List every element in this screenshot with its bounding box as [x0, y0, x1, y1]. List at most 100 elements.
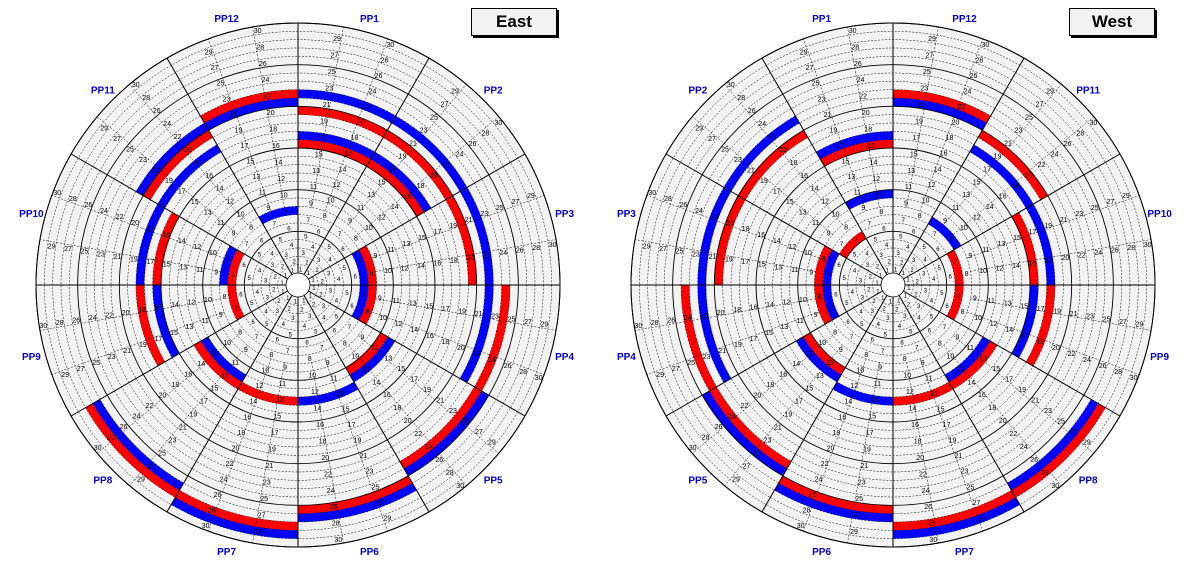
ring-number: 15 — [786, 199, 794, 206]
ring-number: 20 — [131, 220, 139, 227]
ring-number: 3 — [308, 314, 312, 320]
ring-number: 8 — [354, 236, 358, 243]
ring-number: 30 — [494, 120, 502, 127]
ring-number: 22 — [324, 471, 332, 478]
ring-number: 10 — [960, 225, 968, 232]
ring-number: 1 — [311, 278, 315, 284]
subsector-line — [646, 195, 820, 259]
ring-number: 19 — [449, 223, 457, 230]
ring-number: 1 — [309, 294, 313, 300]
ring-number: 1 — [286, 296, 290, 302]
ring-number: 28 — [976, 57, 984, 64]
ring-number: 24 — [684, 315, 692, 322]
ring-number: 27 — [743, 463, 751, 470]
ring-number: 19 — [725, 257, 733, 264]
ring-number: 17 — [178, 188, 186, 195]
ring-number: 2 — [867, 287, 871, 293]
ring-number: 15 — [868, 414, 876, 421]
ring-number: 3 — [886, 316, 890, 322]
highlight-cell-blue — [816, 131, 893, 160]
ring-number: 9 — [219, 312, 223, 319]
highlight-cell-red — [714, 195, 746, 285]
highlight-cell-blue — [204, 98, 298, 131]
ring-number: 24 — [922, 488, 930, 495]
ring-number: 16 — [272, 143, 280, 150]
ring-number: 20 — [726, 220, 734, 227]
ring-number: 22 — [1038, 162, 1046, 169]
ring-number: 21 — [179, 425, 187, 432]
ring-number: 30 — [1051, 483, 1059, 490]
ring-number: 13 — [979, 356, 987, 363]
pp-label: PP11 — [1076, 85, 1100, 96]
ring-number: 18 — [147, 226, 155, 233]
ring-number: 24 — [133, 413, 141, 420]
ring-number: 2 — [312, 303, 316, 309]
highlight-cell-red — [445, 195, 477, 285]
ring-number: 20 — [267, 110, 275, 117]
ring-number: 22 — [859, 94, 867, 101]
ring-number: 2 — [272, 287, 276, 293]
ring-number: 9 — [326, 360, 330, 367]
ring-number: 2 — [887, 259, 891, 265]
ring-number: 27 — [1106, 199, 1114, 206]
ring-number: 10 — [856, 368, 864, 375]
ring-number: 3 — [266, 295, 270, 301]
ring-number: 25 — [812, 81, 820, 88]
ring-number: 15 — [211, 386, 219, 393]
highlight-cell-red — [227, 285, 245, 321]
ring-number: 1 — [312, 286, 316, 292]
ring-number: 18 — [946, 135, 954, 142]
ring-number: 12 — [193, 244, 201, 251]
ring-number: 15 — [315, 151, 323, 158]
ring-number: 17 — [773, 188, 781, 195]
ring-number: 7 — [245, 242, 249, 248]
ring-number: 14 — [314, 405, 322, 412]
ring-number: 21 — [123, 348, 131, 355]
subsector-line — [375, 298, 557, 331]
ring-number: 15 — [806, 386, 814, 393]
highlight-cell-red — [946, 249, 964, 285]
ring-number: 20 — [184, 147, 192, 154]
ring-number: 10 — [280, 192, 288, 199]
ring-number: 18 — [195, 160, 203, 167]
ring-number: 6 — [287, 226, 291, 232]
highlight-cell-red — [193, 341, 242, 390]
ring-number: 10 — [946, 353, 954, 360]
ring-number: 27 — [853, 512, 861, 519]
ring-number: 5 — [909, 330, 913, 336]
ring-number: 21 — [774, 425, 782, 432]
subsector-line — [51, 311, 225, 375]
ring-number: 22 — [700, 312, 708, 319]
subsector-line — [634, 239, 816, 272]
ring-number: 12 — [850, 383, 858, 390]
ring-number: 29 — [1122, 193, 1130, 200]
highlight-cell-blue — [893, 497, 1020, 539]
ring-number: 26 — [85, 202, 93, 209]
ring-number: 11 — [196, 267, 203, 274]
ring-number: 11 — [952, 205, 959, 212]
subsector-line — [634, 298, 816, 331]
ring-number: 27 — [973, 500, 981, 507]
ring-number: 19 — [1053, 308, 1061, 315]
ring-number: 14 — [417, 263, 425, 270]
ring-number: 16 — [800, 173, 808, 180]
highlight-cell-blue — [1026, 204, 1055, 285]
ring-number: 25 — [462, 419, 470, 426]
ring-number: 3 — [922, 272, 926, 278]
ring-number: 4 — [258, 269, 262, 275]
ring-number: 14 — [372, 379, 380, 386]
ring-number: 19 — [994, 153, 1002, 160]
ring-number: 16 — [1029, 260, 1037, 267]
ring-number: 5 — [258, 252, 262, 258]
ring-number: 29 — [643, 243, 651, 250]
ring-number: 21 — [824, 112, 832, 119]
ring-number: 5 — [940, 291, 944, 297]
ring-number: 1 — [281, 289, 285, 295]
ring-number: 21 — [861, 463, 869, 470]
ring-number: 7 — [362, 294, 366, 300]
ring-number: 12 — [255, 383, 263, 390]
ring-number: 26 — [72, 318, 80, 325]
highlight-cell-red — [814, 245, 833, 285]
ring-number: 10 — [261, 368, 269, 375]
ring-number: 18 — [351, 135, 359, 142]
